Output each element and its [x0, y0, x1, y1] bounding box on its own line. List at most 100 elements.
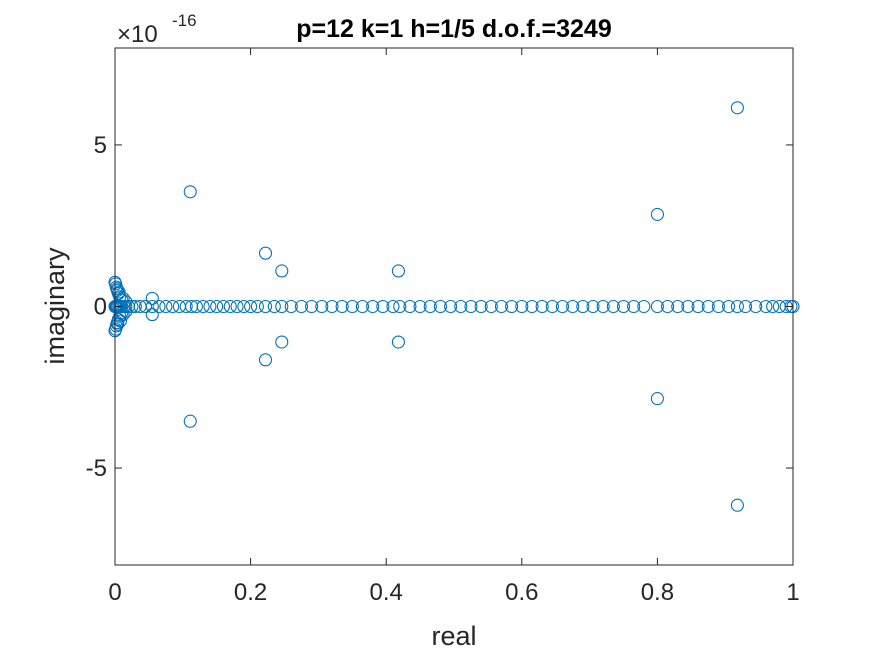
- data-point: [766, 299, 780, 314]
- data-point: [275, 335, 289, 349]
- data-point: [391, 335, 405, 349]
- data-point: [616, 299, 631, 314]
- data-point: [203, 299, 217, 314]
- data-point: [112, 285, 126, 299]
- data-point: [189, 299, 203, 314]
- data-point: [650, 299, 664, 314]
- data-point: [145, 299, 159, 314]
- x-tick-label: 0: [108, 579, 121, 606]
- data-point: [474, 299, 488, 314]
- data-point: [393, 299, 407, 314]
- data-point: [606, 299, 620, 314]
- data-point: [535, 299, 549, 314]
- data-point: [294, 299, 309, 314]
- data-point: [650, 207, 664, 221]
- data-point: [576, 299, 590, 314]
- data-point: [179, 299, 193, 314]
- y-tick-label: 0: [94, 294, 107, 321]
- data-point: [258, 299, 273, 314]
- data-point: [711, 299, 725, 314]
- data-point: [116, 308, 130, 322]
- data-point: [111, 317, 125, 331]
- y-tick-label: -5: [86, 455, 107, 482]
- y-exponent-base: ×10: [117, 21, 158, 48]
- y-axis-label: imaginary: [40, 247, 70, 365]
- data-point: [730, 498, 744, 512]
- x-axis-ticks: 0 0.2 0.4 0.6 0.8 1: [108, 48, 800, 606]
- data-point: [138, 299, 153, 314]
- data-point: [116, 291, 130, 305]
- y-exponent-power: -16: [172, 11, 197, 30]
- data-point: [730, 101, 744, 115]
- data-point: [376, 299, 390, 314]
- data-point: [230, 299, 244, 314]
- data-point: [267, 299, 281, 314]
- data-point: [258, 353, 273, 367]
- data-point: [196, 299, 210, 314]
- data-point: [650, 392, 664, 406]
- data-point: [152, 299, 166, 314]
- data-point: [166, 299, 180, 314]
- data-point: [433, 299, 447, 314]
- data-point: [515, 299, 529, 314]
- data-point: [119, 295, 133, 309]
- data-point: [494, 299, 509, 314]
- data-point: [223, 299, 237, 314]
- x-tick-label: 0.2: [234, 579, 267, 606]
- chart-title: p=12 k=1 h=1/5 d.o.f.=3249: [296, 15, 611, 43]
- data-point: [701, 299, 715, 314]
- data-point: [413, 299, 427, 314]
- data-point: [210, 299, 224, 314]
- data-point: [464, 299, 478, 314]
- data-point: [596, 299, 610, 314]
- data-point: [566, 299, 580, 314]
- data-point: [258, 246, 273, 260]
- data-point: [345, 299, 359, 314]
- data-point: [386, 299, 400, 314]
- data-point: [454, 299, 468, 314]
- data-point: [444, 299, 458, 314]
- data-point: [159, 299, 173, 314]
- data-point: [275, 299, 289, 314]
- data-point: [355, 299, 370, 314]
- x-tick-label: 0.4: [370, 579, 403, 606]
- plot-area: [115, 48, 793, 565]
- data-point: [145, 291, 159, 305]
- data-point: [145, 308, 159, 322]
- data-point: [555, 299, 570, 314]
- data-point: [391, 264, 405, 278]
- data-point: [403, 299, 417, 314]
- data-point: [759, 299, 773, 314]
- data-point: [250, 299, 264, 314]
- data-point: [244, 299, 258, 314]
- data-point: [110, 282, 124, 296]
- data-point: [237, 299, 251, 314]
- data-point: [119, 304, 133, 318]
- data-point: [484, 299, 498, 314]
- data-point: [722, 299, 736, 314]
- data-point: [730, 299, 744, 314]
- data-point: [423, 299, 437, 314]
- data-point: [749, 299, 763, 314]
- data-point: [113, 314, 127, 328]
- y-tick-label: 5: [94, 132, 107, 159]
- data-point: [275, 264, 289, 278]
- x-axis-label: real: [431, 621, 476, 651]
- data-point: [315, 299, 329, 314]
- y-axis-ticks: -5 0 5: [86, 132, 793, 482]
- data-point: [505, 299, 519, 314]
- data-point: [366, 299, 380, 314]
- data-point: [305, 299, 319, 314]
- data-point: [335, 299, 349, 314]
- x-tick-label: 1: [786, 579, 799, 606]
- data-point: [671, 299, 685, 314]
- data-point: [284, 299, 298, 314]
- data-point: [545, 299, 559, 314]
- data-point: [216, 299, 231, 314]
- data-point: [183, 414, 197, 428]
- data-point: [681, 299, 695, 314]
- data-points: [108, 101, 800, 512]
- x-tick-label: 0.6: [505, 579, 538, 606]
- data-point: [627, 299, 641, 314]
